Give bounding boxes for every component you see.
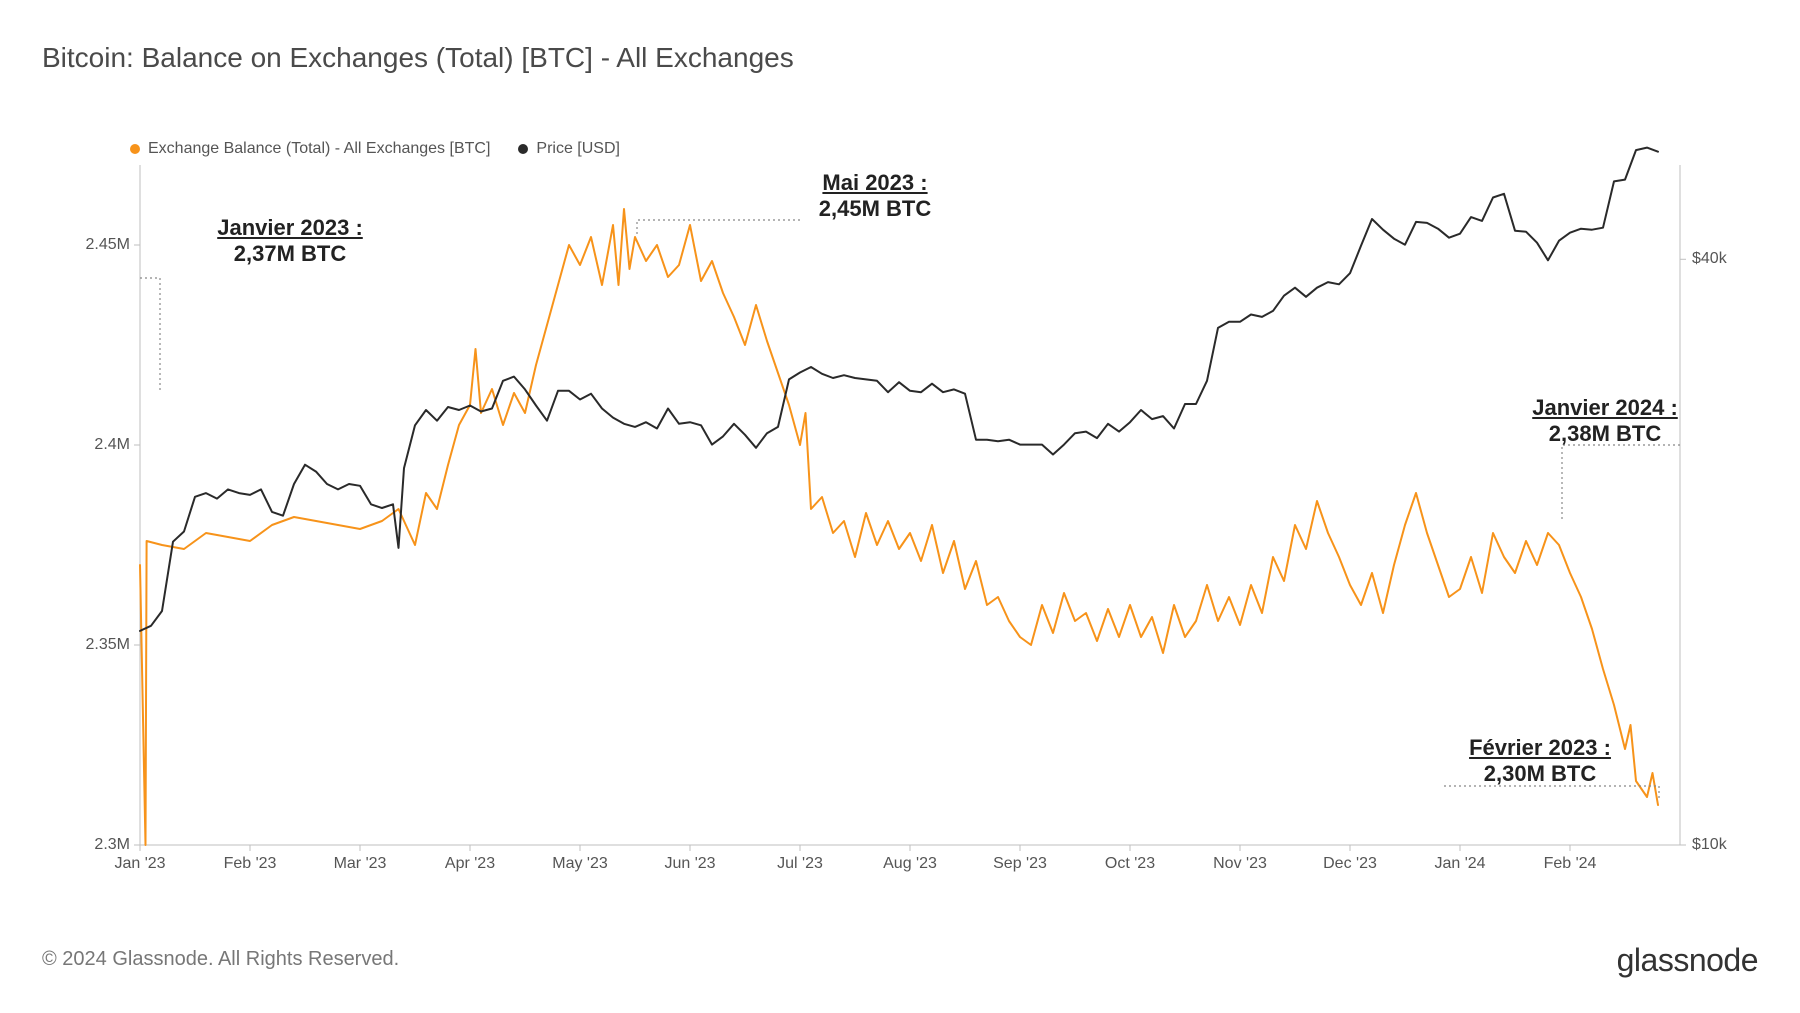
legend-item-balance: Exchange Balance (Total) - All Exchanges…: [130, 140, 490, 158]
footer-copyright: © 2024 Glassnode. All Rights Reserved.: [42, 948, 399, 971]
legend-item-price: Price [USD]: [518, 140, 620, 158]
y-right-tick-label: $40k: [1692, 250, 1752, 268]
x-tick-label: Nov '23: [1213, 855, 1267, 873]
x-tick-label: May '23: [552, 855, 608, 873]
y-right-tick-label: $10k: [1692, 836, 1752, 854]
footer-brand: glassnode: [1617, 942, 1758, 979]
x-tick-label: Aug '23: [883, 855, 937, 873]
x-tick-label: Jul '23: [777, 855, 823, 873]
annotation-label: Mai 2023 :2,45M BTC: [819, 170, 931, 222]
annotation-label: Février 2023 :2,30M BTC: [1469, 735, 1611, 787]
x-tick-label: Oct '23: [1105, 855, 1155, 873]
x-tick-label: Apr '23: [445, 855, 495, 873]
legend-label-price: Price [USD]: [536, 140, 620, 158]
x-tick-label: Dec '23: [1323, 855, 1377, 873]
y-left-tick-label: 2.35M: [50, 636, 130, 654]
legend-label-balance: Exchange Balance (Total) - All Exchanges…: [148, 140, 490, 158]
x-tick-label: Jun '23: [664, 855, 715, 873]
annotation-label: Janvier 2023 :2,37M BTC: [217, 215, 363, 267]
annotation-label: Janvier 2024 :2,38M BTC: [1532, 395, 1678, 447]
x-tick-label: Feb '23: [224, 855, 277, 873]
y-left-tick-label: 2.45M: [50, 236, 130, 254]
x-tick-label: Jan '24: [1434, 855, 1485, 873]
x-tick-label: Sep '23: [993, 855, 1047, 873]
y-left-tick-label: 2.3M: [50, 836, 130, 854]
x-tick-label: Mar '23: [334, 855, 387, 873]
legend-swatch-balance: [130, 144, 140, 154]
chart-title: Bitcoin: Balance on Exchanges (Total) [B…: [42, 42, 794, 74]
legend: Exchange Balance (Total) - All Exchanges…: [130, 140, 620, 158]
x-tick-label: Feb '24: [1544, 855, 1597, 873]
y-left-tick-label: 2.4M: [50, 436, 130, 454]
legend-swatch-price: [518, 144, 528, 154]
chart-plot: [140, 165, 1680, 845]
x-tick-label: Jan '23: [114, 855, 165, 873]
